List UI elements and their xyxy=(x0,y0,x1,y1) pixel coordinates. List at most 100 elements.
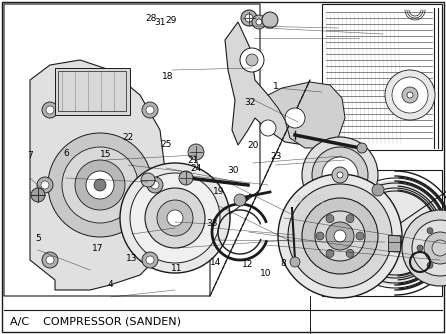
Circle shape xyxy=(146,256,154,264)
Bar xyxy=(322,4,442,150)
Circle shape xyxy=(412,220,446,276)
Circle shape xyxy=(357,143,367,153)
Text: 12: 12 xyxy=(242,260,254,269)
Circle shape xyxy=(372,184,384,196)
Text: 25: 25 xyxy=(160,140,172,149)
Circle shape xyxy=(315,211,365,261)
Circle shape xyxy=(427,228,433,234)
Text: 21: 21 xyxy=(187,157,198,165)
Circle shape xyxy=(285,108,305,128)
Circle shape xyxy=(252,15,266,29)
Text: ACMS: ACMS xyxy=(294,195,326,205)
Circle shape xyxy=(326,222,354,250)
Circle shape xyxy=(145,188,205,248)
Polygon shape xyxy=(225,22,320,145)
Circle shape xyxy=(31,188,45,202)
Circle shape xyxy=(234,194,246,206)
Circle shape xyxy=(407,92,413,98)
Text: A/C    COMPRESSOR (SANDEN): A/C COMPRESSOR (SANDEN) xyxy=(10,317,181,327)
Circle shape xyxy=(41,181,49,189)
Bar xyxy=(58,71,126,111)
Text: 31: 31 xyxy=(154,18,165,27)
Text: 29: 29 xyxy=(165,16,177,24)
Circle shape xyxy=(290,257,300,267)
Bar xyxy=(322,170,442,296)
Text: 5: 5 xyxy=(36,234,41,242)
Circle shape xyxy=(392,77,428,113)
Circle shape xyxy=(245,14,253,22)
Circle shape xyxy=(151,181,159,189)
Polygon shape xyxy=(268,82,345,148)
Circle shape xyxy=(147,177,163,193)
Circle shape xyxy=(356,232,364,240)
Circle shape xyxy=(432,240,446,256)
Circle shape xyxy=(260,120,276,136)
Text: 7: 7 xyxy=(28,151,33,160)
Text: 14: 14 xyxy=(210,258,221,267)
Circle shape xyxy=(46,106,54,114)
Circle shape xyxy=(346,215,354,223)
Bar xyxy=(388,235,400,251)
Circle shape xyxy=(42,102,58,118)
Circle shape xyxy=(256,19,262,25)
Text: 33: 33 xyxy=(206,219,218,228)
Circle shape xyxy=(246,54,258,66)
Circle shape xyxy=(402,87,418,103)
Text: 18: 18 xyxy=(162,72,173,81)
Text: 13: 13 xyxy=(126,255,138,263)
Text: 22: 22 xyxy=(122,134,134,142)
Circle shape xyxy=(262,12,278,28)
Text: 6: 6 xyxy=(63,149,69,158)
Circle shape xyxy=(130,173,220,263)
Circle shape xyxy=(240,48,264,72)
Text: 15: 15 xyxy=(100,150,112,159)
Polygon shape xyxy=(30,60,165,290)
Circle shape xyxy=(326,215,334,223)
Circle shape xyxy=(48,133,152,237)
Text: 32: 32 xyxy=(244,98,256,107)
Circle shape xyxy=(142,102,158,118)
Circle shape xyxy=(322,157,358,193)
Circle shape xyxy=(346,249,354,257)
Text: 20: 20 xyxy=(247,141,259,150)
Circle shape xyxy=(179,171,193,185)
Circle shape xyxy=(62,147,138,223)
Text: 11: 11 xyxy=(171,265,182,273)
Text: 28: 28 xyxy=(145,14,157,22)
Circle shape xyxy=(94,179,106,191)
Circle shape xyxy=(157,200,193,236)
Circle shape xyxy=(385,70,435,120)
Polygon shape xyxy=(55,68,130,115)
Text: 1: 1 xyxy=(273,82,278,91)
Circle shape xyxy=(417,245,423,251)
Circle shape xyxy=(142,252,158,268)
Text: 8: 8 xyxy=(281,260,286,268)
Circle shape xyxy=(141,173,155,187)
Polygon shape xyxy=(322,181,446,285)
Text: 30: 30 xyxy=(227,166,239,175)
Circle shape xyxy=(120,163,230,273)
Circle shape xyxy=(146,106,154,114)
Circle shape xyxy=(302,198,378,274)
Text: 23: 23 xyxy=(270,153,281,161)
Circle shape xyxy=(332,167,348,183)
Polygon shape xyxy=(4,4,260,296)
Circle shape xyxy=(46,256,54,264)
Circle shape xyxy=(288,184,392,288)
Circle shape xyxy=(42,252,58,268)
Circle shape xyxy=(188,144,204,160)
Circle shape xyxy=(424,232,446,264)
Circle shape xyxy=(278,174,402,298)
Circle shape xyxy=(37,177,53,193)
Text: 19: 19 xyxy=(213,187,224,195)
Circle shape xyxy=(241,10,257,26)
Circle shape xyxy=(402,210,446,286)
Circle shape xyxy=(427,262,433,268)
Text: 17: 17 xyxy=(92,244,104,253)
Circle shape xyxy=(334,230,346,242)
Text: 4: 4 xyxy=(108,280,113,289)
Text: 24: 24 xyxy=(190,164,202,172)
Circle shape xyxy=(86,171,114,199)
Text: 10: 10 xyxy=(260,269,272,278)
Circle shape xyxy=(167,210,183,226)
